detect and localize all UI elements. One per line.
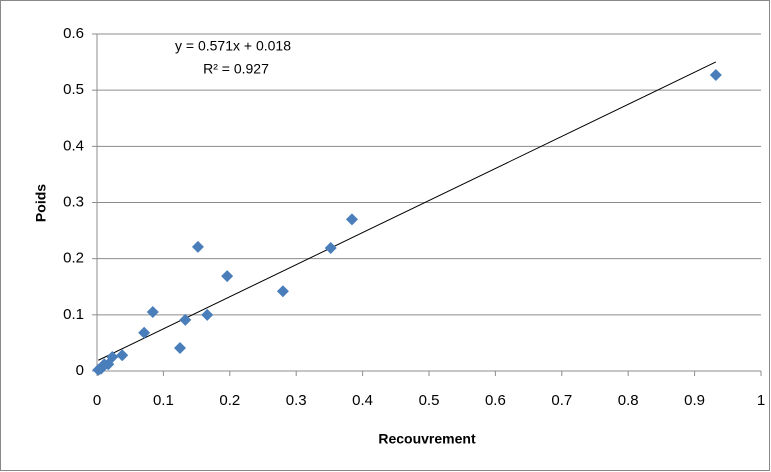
y-tick-label: 0.3: [63, 193, 84, 210]
x-tick-label: 0.9: [684, 392, 705, 409]
x-tick-label: 0.8: [618, 392, 639, 409]
x-tick-label: 0.7: [551, 392, 572, 409]
y-tick-label: 0.4: [63, 137, 84, 154]
y-tick-label: 0.6: [63, 25, 84, 42]
x-tick-label: 0.4: [352, 392, 373, 409]
data-point: [201, 308, 214, 321]
data-point: [324, 241, 337, 254]
x-tick-label: 0.1: [153, 392, 174, 409]
x-axis-title: Recouvrement: [378, 431, 476, 447]
x-tick-label: 0.5: [419, 392, 440, 409]
data-point: [709, 69, 722, 82]
trend-equation: y = 0.571x + 0.018: [175, 38, 291, 54]
y-tick-label: 0.2: [63, 250, 84, 267]
data-point: [146, 306, 159, 319]
data-point: [276, 285, 289, 298]
trend-r2: R² = 0.927: [203, 61, 269, 77]
data-point: [191, 240, 204, 253]
data-point: [174, 341, 186, 354]
trendline: [98, 61, 717, 361]
data-point: [92, 363, 105, 376]
x-tick-label: 1: [757, 392, 765, 409]
y-tick-label: 0: [76, 362, 84, 379]
y-axis-title: Poids: [33, 184, 49, 222]
x-tick-label: 0: [93, 392, 101, 409]
data-point: [116, 349, 129, 362]
y-tick-label: 0.1: [63, 306, 84, 323]
y-tick-label: 0.5: [63, 81, 84, 98]
data-point: [221, 270, 234, 283]
data-point: [179, 313, 192, 326]
x-tick-label: 0.3: [286, 392, 307, 409]
data-point: [345, 213, 358, 226]
data-point: [138, 326, 151, 339]
x-tick-label: 0.6: [485, 392, 506, 409]
x-tick-label: 0.2: [219, 392, 240, 409]
